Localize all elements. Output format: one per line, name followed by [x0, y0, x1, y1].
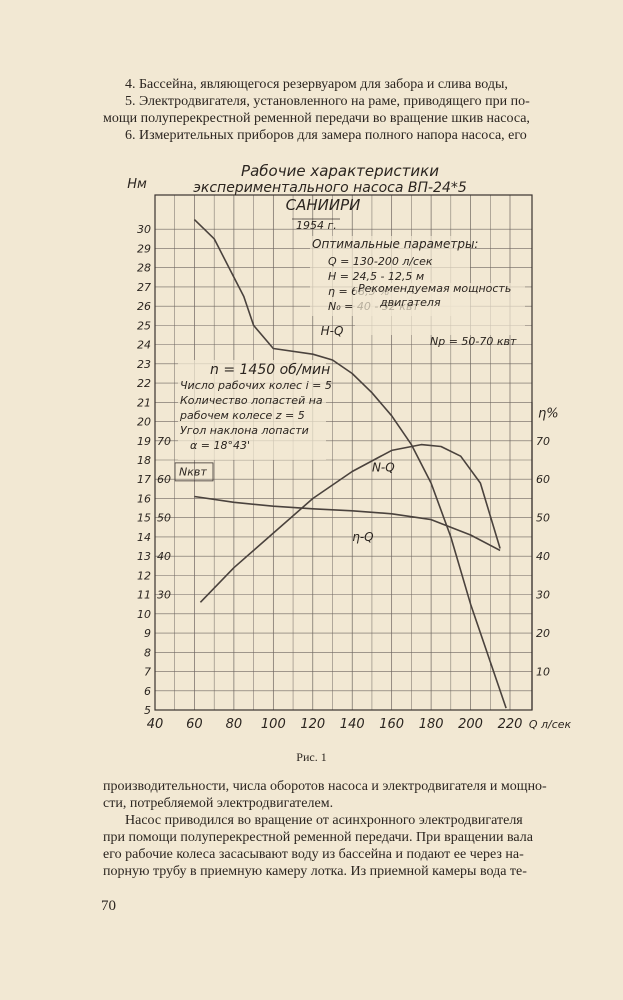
- pump-param: рабочем колесе z = 5: [179, 409, 305, 422]
- x-tick-label: 160: [379, 717, 404, 732]
- text-line: мощи полуперекрестной ременной передачи …: [103, 111, 530, 126]
- x-tick-label: 180: [419, 717, 444, 732]
- h-tick-label: 19: [137, 435, 151, 448]
- h-tick-label: 30: [137, 223, 151, 236]
- n-tick-label: 50: [157, 512, 171, 525]
- h-tick-label: 20: [137, 416, 151, 429]
- h-tick-label: 18: [137, 454, 151, 467]
- h-tick-label: 24: [137, 339, 151, 352]
- pump-param: Количество лопастей на: [180, 394, 323, 407]
- pump-param: Число рабочих колес i = 5: [180, 379, 332, 392]
- h-tick-label: 28: [137, 262, 151, 275]
- optimal-params-header: Оптимальные параметры:: [312, 237, 478, 251]
- h-tick-label: 9: [144, 627, 151, 640]
- recommended-power-label: двигателя: [379, 296, 441, 309]
- text-line: порную трубу в приемную камеру лотка. Из…: [103, 864, 527, 879]
- eta-tick-label: 20: [536, 627, 550, 640]
- text-line: его рабочие колеса засасывают воду из ба…: [103, 847, 524, 862]
- series-label: N-Q: [372, 461, 395, 475]
- n-axis-label-box: [174, 462, 214, 482]
- n-tick-label: 70: [157, 435, 171, 448]
- h-tick-label: 5: [144, 704, 151, 717]
- eta-tick-label: 30: [536, 589, 550, 602]
- x-tick-label: 120: [300, 717, 325, 732]
- x-tick-label: 100: [261, 717, 286, 732]
- h-tick-label: 27: [137, 281, 151, 294]
- figure-caption: Рис. 1: [296, 750, 327, 764]
- series-label: H-Q: [321, 324, 344, 338]
- h-tick-label: 7: [144, 666, 151, 679]
- x-tick-label: 60: [186, 717, 203, 732]
- x-tick-label: 80: [226, 717, 243, 732]
- series-line-nq: [194, 495, 501, 552]
- text-line: 6. Измерительных приборов для замера пол…: [125, 128, 527, 143]
- text-line: при помощи полуперекрестной ременной пер…: [103, 830, 533, 845]
- h-tick-label: 6: [144, 685, 151, 698]
- h-tick-label: 8: [144, 646, 151, 659]
- text-line: 5. Электродвигателя, установленного на р…: [125, 94, 530, 109]
- eta-tick-label: 60: [536, 473, 550, 486]
- recommended-bg: [355, 283, 525, 335]
- recommended-power-value: Nр = 50-70 квт: [430, 335, 517, 348]
- text-block-top: 4. Бассейна, являющегося резервуаром для…: [103, 76, 588, 144]
- series-line-hq: [193, 219, 507, 709]
- h-tick-label: 16: [137, 492, 151, 505]
- pump-characteristics-chart: 40 60 80 100 120 140 160 180 200 220 Q л/сек 5 6 7 8 9 1…: [127, 162, 571, 732]
- recommended-power-label: Рекомендуемая мощность: [358, 282, 511, 295]
- h-axis-label: Hм: [127, 177, 147, 192]
- eta-axis-label: η%: [538, 407, 559, 422]
- chart-subtitle: экспериментального насоса ВП-24*5: [193, 180, 467, 196]
- h-tick-label: 26: [137, 300, 151, 313]
- x-tick-label: 200: [458, 717, 483, 732]
- eta-tick-label: 50: [536, 512, 550, 525]
- chart-annotations: H-Q N-Q η-Q Рабочие характеристикиэкспериме…: [178, 162, 525, 544]
- n-axis-label: Nквт: [179, 465, 207, 478]
- h-tick-label: 22: [137, 377, 151, 390]
- h-tick-label: 29: [137, 242, 151, 255]
- page-number: 70: [101, 898, 116, 914]
- n-tick-label: 30: [157, 589, 171, 602]
- chart-axes: 40 60 80 100 120 140 160 180 200 220 Q л/сек 5 6 7 8 9 1…: [127, 177, 571, 732]
- eta-tick-label: 40: [536, 550, 550, 563]
- h-tick-label: 25: [137, 319, 151, 332]
- chart-title: Рабочие характеристики: [241, 162, 439, 180]
- pump-param: α = 18°43': [190, 439, 250, 452]
- h-tick-label: 17: [137, 473, 151, 486]
- h-tick-label: 13: [137, 550, 151, 563]
- eta-tick-label: 10: [536, 666, 550, 679]
- h-tick-label: 14: [137, 531, 151, 544]
- eta-tick-label: 70: [536, 435, 550, 448]
- h-tick-label: 15: [137, 512, 151, 525]
- h-tick-label: 10: [137, 608, 151, 621]
- x-tick-label: 220: [498, 717, 523, 732]
- n-tick-label: 60: [157, 473, 171, 486]
- x-tick-label: 40: [147, 717, 164, 732]
- optimal-param: H = 24,5 - 12,5 м: [328, 270, 424, 283]
- series-label: η-Q: [352, 530, 373, 544]
- h-tick-label: 12: [137, 569, 151, 582]
- org-label: САНИИРИ: [286, 196, 361, 214]
- text-line: производительности, числа оборотов насос…: [103, 779, 547, 794]
- text-block-bottom: производительности, числа оборотов насос…: [103, 778, 588, 880]
- pump-param: n = 1450 об/мин: [210, 362, 330, 378]
- year-label: 1954 г.: [296, 219, 337, 232]
- h-tick-label: 11: [137, 589, 151, 602]
- x-axis-label: Q л/сек: [529, 718, 572, 731]
- h-tick-label: 23: [137, 358, 151, 371]
- chart-series: [193, 219, 507, 709]
- pump-params-bg: [178, 360, 326, 460]
- text-line: сти, потребляемой электродвигателем.: [103, 796, 334, 811]
- x-tick-label: 140: [340, 717, 365, 732]
- text-line: 4. Бассейна, являющегося резервуаром для…: [125, 77, 508, 92]
- h-tick-label: 21: [137, 396, 151, 409]
- pump-param: Угол наклона лопасти: [180, 424, 309, 437]
- n-tick-label: 40: [157, 550, 171, 563]
- optimal-param: Q = 130-200 л/сек: [328, 255, 433, 268]
- text-line: Насос приводился во вращение от асинхрон…: [125, 813, 523, 828]
- series-line-q: [199, 443, 501, 603]
